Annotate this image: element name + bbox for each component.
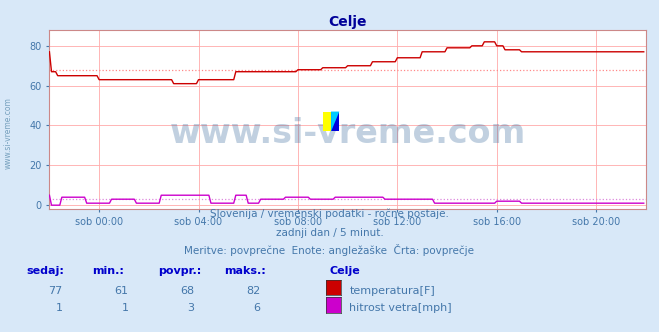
- Text: 68: 68: [181, 286, 194, 296]
- Text: zadnji dan / 5 minut.: zadnji dan / 5 minut.: [275, 228, 384, 238]
- Text: Slovenija / vremenski podatki - ročne postaje.: Slovenija / vremenski podatki - ročne po…: [210, 209, 449, 219]
- Polygon shape: [331, 112, 339, 131]
- Title: Celje: Celje: [328, 15, 367, 29]
- Text: 82: 82: [246, 286, 260, 296]
- Text: www.si-vreme.com: www.si-vreme.com: [169, 118, 526, 150]
- Text: povpr.:: povpr.:: [158, 266, 202, 276]
- Text: www.si-vreme.com: www.si-vreme.com: [3, 97, 13, 169]
- Text: temperatura[F]: temperatura[F]: [349, 286, 435, 296]
- Text: hitrost vetra[mph]: hitrost vetra[mph]: [349, 303, 452, 313]
- Bar: [331, 112, 339, 131]
- Text: 77: 77: [48, 286, 63, 296]
- Text: Celje: Celje: [330, 266, 360, 276]
- Text: maks.:: maks.:: [224, 266, 266, 276]
- Text: 3: 3: [187, 303, 194, 313]
- Text: 61: 61: [115, 286, 129, 296]
- Text: min.:: min.:: [92, 266, 124, 276]
- Text: 1: 1: [55, 303, 63, 313]
- Text: Meritve: povprečne  Enote: angležaške  Črta: povprečje: Meritve: povprečne Enote: angležaške Črt…: [185, 244, 474, 256]
- Text: sedaj:: sedaj:: [26, 266, 64, 276]
- Text: 6: 6: [253, 303, 260, 313]
- Text: 1: 1: [121, 303, 129, 313]
- Bar: [323, 112, 331, 131]
